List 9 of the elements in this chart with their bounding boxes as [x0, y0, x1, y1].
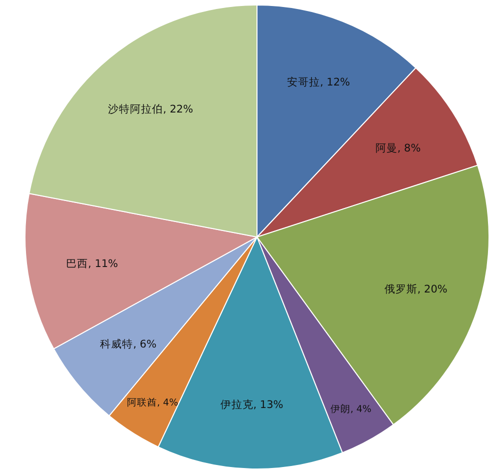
slice-label: 阿曼, 8% [375, 142, 421, 154]
slice-label: 沙特阿拉伯, 22% [108, 102, 194, 116]
slice-label: 巴西, 11% [66, 258, 118, 270]
slice-label: 伊朗, 4% [330, 402, 372, 415]
slice-label: 俄罗斯, 20% [384, 282, 448, 296]
slice-label: 安哥拉, 12% [286, 76, 350, 89]
slice-label: 伊拉克, 13% [220, 398, 284, 411]
slice-label: 阿联酋, 4% [127, 396, 178, 409]
slice-label: 科威特, 6% [100, 337, 156, 350]
